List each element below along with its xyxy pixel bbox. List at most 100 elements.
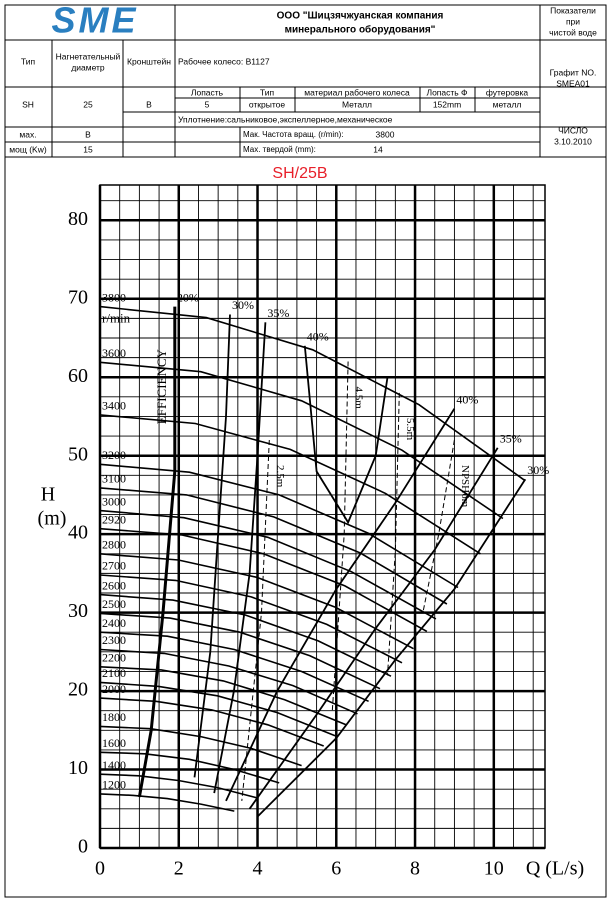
cell: металл [493,99,522,109]
x-tick-label: 6 [331,858,341,880]
efficiency-curve [193,314,231,778]
cell: Лопасть [191,87,224,97]
note-line: при [566,16,580,26]
y-axis-label: H [41,484,55,506]
plot: 0 2 4 6 8 10 0 10 20 30 40 50 60 70 80 Q (L/s) H(m) 3800 3… [38,184,584,880]
page-border [4,4,607,898]
efficiency-label: 30% [232,298,254,312]
cell: 25 [83,99,93,109]
cell: Мах. твердой (mm): [243,145,316,154]
efficiency-label: 40% [456,392,478,406]
npsh-curve [422,439,455,613]
cell: ЧИСЛО [558,125,588,135]
npsh-label: 2.5m [274,465,286,488]
efficiency-label: 30% [527,463,549,477]
speed-label: 2600 [102,578,126,592]
chart-title: SH/25B [272,165,327,182]
cell: материал рабочего колеса [304,87,410,97]
efficiency-curve [256,478,527,818]
speed-label: 3400 [102,399,126,413]
efficiency-label: 20% [177,290,199,304]
speed-curve [99,553,414,650]
efficiency-curve [213,322,267,794]
cell: диаметр [71,62,105,72]
logo: SME [51,0,138,41]
x-tick-label: 2 [174,858,184,880]
cell: B [146,99,152,109]
y-tick-label: 0 [78,836,88,858]
x-tick-label: 0 [95,858,105,880]
company-line: минерального оборудования" [285,24,436,36]
speed-curve [99,509,437,620]
npsh-label: 4.5m [353,387,365,410]
cell: 5 [205,99,210,109]
y-axis-label: (m) [38,508,67,530]
npsh-curve [241,439,270,801]
y-tick-label: 70 [68,286,88,308]
npsh-label: 5.5m [404,418,416,441]
x-tick-label: 10 [484,858,504,880]
efficiency-curve [248,447,499,810]
speed-curve [99,414,481,555]
cell: Нагнетательный [56,51,121,61]
speed-curve [99,305,526,482]
cell: 152mm [433,99,461,109]
efficiency-curve [303,345,389,525]
speed-label: 2000 [102,682,126,696]
note-line: Показатели [550,5,596,15]
speed-label: 1600 [102,736,126,750]
y-tick-label: 20 [68,679,88,701]
header-grid [5,5,606,158]
speed-label: 3200 [102,448,126,462]
speed-label: 3600 [102,346,126,360]
cell: Рабочее колесо: B1127 [178,56,270,66]
efficiency-title: EFFICIENCY [154,348,169,424]
cell: мах. [19,129,36,139]
x-axis-label: Q (L/s) [526,858,584,880]
y-tick-label: 30 [68,600,88,622]
speed-curve [99,463,459,589]
speed-curve [99,648,358,715]
speed-curve [99,593,392,677]
speed-curve [99,487,448,605]
npsh-curve [331,361,349,711]
efficiency-curve [137,306,177,798]
cell: Графит NO. [550,67,597,77]
speed-curve [99,697,324,747]
cell: SH [22,99,34,109]
npsh-label: NPSH6m [459,465,471,508]
efficiency-label: 35% [500,432,522,446]
speed-label: 2500 [102,597,126,611]
speed-label: 2400 [102,616,126,630]
x-tick-label: 4 [253,858,263,880]
y-tick-label: 10 [68,757,88,779]
speed-label: 1800 [102,710,126,724]
speed-curve [99,574,403,664]
cell: Кронштейн [127,56,171,66]
cell: 3800 [376,129,395,139]
cell: мощ (Kw) [9,144,47,154]
speed-curve [99,361,504,520]
speed-label: 3100 [102,472,126,486]
speed-label: 2920 [102,512,126,526]
speed-curve [99,725,302,767]
speed-label: 2100 [102,666,126,680]
speed-label: 2700 [102,559,126,573]
speed-label: 1200 [102,778,126,792]
plot-border [99,184,546,849]
speed-curve [99,527,428,633]
unit-label: r/min [102,311,131,326]
speed-label: 3000 [102,494,126,508]
cell: B [85,129,91,139]
cell: SMEA01 [556,78,590,88]
cell: Тип [260,87,275,97]
cell: 3.10.2010 [554,136,592,146]
cell: Тип [21,56,36,66]
speed-label: 2800 [102,538,126,552]
cell: Уплотнение:сальниковое,экспеллерное,меха… [178,114,393,124]
npsh-curve [387,392,400,676]
cell: Металл [342,99,372,109]
company-line: ООО "Шицзячжуанская компания [277,11,444,22]
efficiency-label: 35% [267,306,289,320]
